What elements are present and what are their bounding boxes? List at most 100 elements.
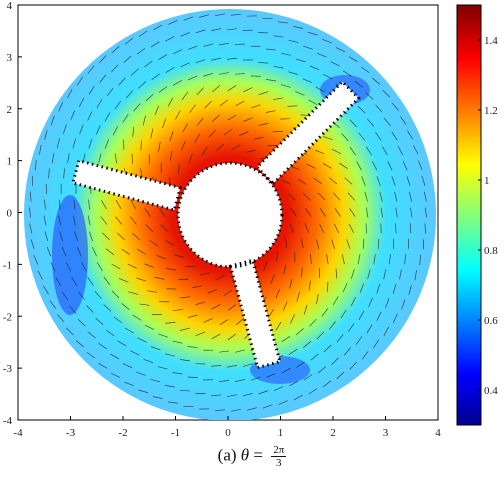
field-arrow — [130, 199, 137, 209]
field-arrow — [211, 85, 221, 93]
field-arrow — [313, 177, 322, 185]
field-arrow — [322, 38, 332, 44]
field-arrow — [111, 45, 120, 54]
field-layer — [24, 9, 436, 420]
field-arrow — [383, 117, 391, 127]
field-arrow — [419, 254, 421, 265]
figure-caption: (a) θ = 2π 3 — [0, 444, 504, 469]
field-arrow — [132, 232, 141, 240]
field-arrow — [302, 78, 312, 83]
field-arrow — [183, 405, 194, 408]
field-arrow — [180, 327, 190, 331]
field-arrow — [87, 215, 91, 226]
field-arrow — [360, 66, 370, 73]
field-arrow — [204, 100, 212, 109]
field-arrow — [280, 118, 291, 120]
field-arrow — [95, 317, 104, 326]
field-arrow — [330, 61, 340, 67]
field-arrow — [110, 353, 120, 360]
field-arrow — [215, 275, 225, 281]
field-arrow — [275, 321, 282, 331]
field-arrow — [361, 176, 366, 186]
field-arrow — [382, 89, 391, 98]
field-arrow — [211, 304, 221, 310]
field-arrow — [183, 16, 194, 21]
field-arrow — [132, 126, 135, 137]
field-arrow — [138, 30, 148, 37]
field-arrow — [145, 93, 154, 102]
field-arrow — [346, 239, 351, 249]
inner-hub — [178, 163, 282, 267]
field-arrow — [106, 87, 114, 97]
field-arrow — [75, 340, 84, 348]
field-arrow — [350, 297, 356, 307]
field-arrow — [94, 291, 102, 300]
field-arrow — [377, 238, 380, 249]
field-arrow — [308, 280, 311, 291]
field-arrow — [215, 13, 226, 17]
field-arrow — [334, 223, 340, 234]
field-arrow — [58, 101, 64, 112]
y-tick-label: -1 — [3, 259, 12, 271]
field-arrow — [368, 297, 373, 308]
field-arrow — [399, 269, 402, 280]
field-arrow — [195, 59, 206, 64]
field-arrow — [395, 223, 397, 234]
field-arrow — [130, 68, 139, 76]
field-arrow — [188, 153, 193, 164]
field-arrow — [158, 86, 168, 93]
field-arrow — [234, 379, 245, 383]
field-arrow — [103, 304, 112, 312]
caption-equals: = — [249, 445, 268, 465]
field-arrow — [187, 346, 198, 348]
field-arrow — [267, 309, 274, 318]
field-arrow — [322, 163, 332, 169]
field-arrow — [128, 291, 139, 295]
field-arrow — [76, 246, 82, 257]
field-arrow — [156, 254, 166, 260]
field-arrow — [59, 231, 63, 242]
field-arrow — [273, 35, 284, 38]
field-arrow — [315, 86, 325, 93]
field-arrow — [282, 301, 288, 311]
field-arrow — [306, 163, 316, 169]
field-arrow — [250, 376, 261, 381]
field-arrow — [303, 45, 313, 50]
field-arrow — [92, 247, 97, 257]
field-arrow — [121, 303, 130, 310]
field-arrow — [192, 285, 203, 289]
field-arrow — [98, 362, 108, 369]
field-arrow — [287, 105, 298, 107]
field-arrow — [46, 246, 52, 257]
field-arrow — [356, 161, 362, 171]
field-arrow — [121, 248, 130, 255]
field-arrow — [226, 394, 237, 397]
field-arrow — [262, 17, 273, 20]
field-arrow — [376, 311, 382, 321]
field-arrow — [317, 52, 327, 58]
field-arrow — [414, 270, 417, 281]
field-arrow — [81, 262, 87, 272]
field-arrow — [103, 276, 111, 286]
field-arrow — [72, 138, 76, 149]
colorbar-tick-label: 0.4 — [484, 385, 498, 397]
field-arrow — [364, 191, 368, 202]
field-arrow — [181, 140, 186, 151]
field-arrow — [322, 136, 333, 141]
field-arrow — [211, 365, 222, 367]
field-arrow — [358, 310, 365, 320]
field-arrow — [349, 119, 358, 128]
field-arrow — [303, 374, 313, 381]
field-arrow — [33, 255, 39, 265]
field-arrow — [295, 58, 306, 63]
field-arrow — [149, 240, 159, 247]
field-arrow — [391, 102, 399, 111]
field-arrow — [397, 146, 404, 156]
y-tick-label: 1 — [7, 156, 13, 168]
field-arrow — [357, 254, 361, 265]
y-tick-label: 2 — [7, 104, 13, 116]
field-arrow — [194, 133, 201, 143]
field-arrow — [372, 161, 378, 171]
field-arrow — [305, 208, 312, 217]
field-arrow — [195, 29, 206, 34]
